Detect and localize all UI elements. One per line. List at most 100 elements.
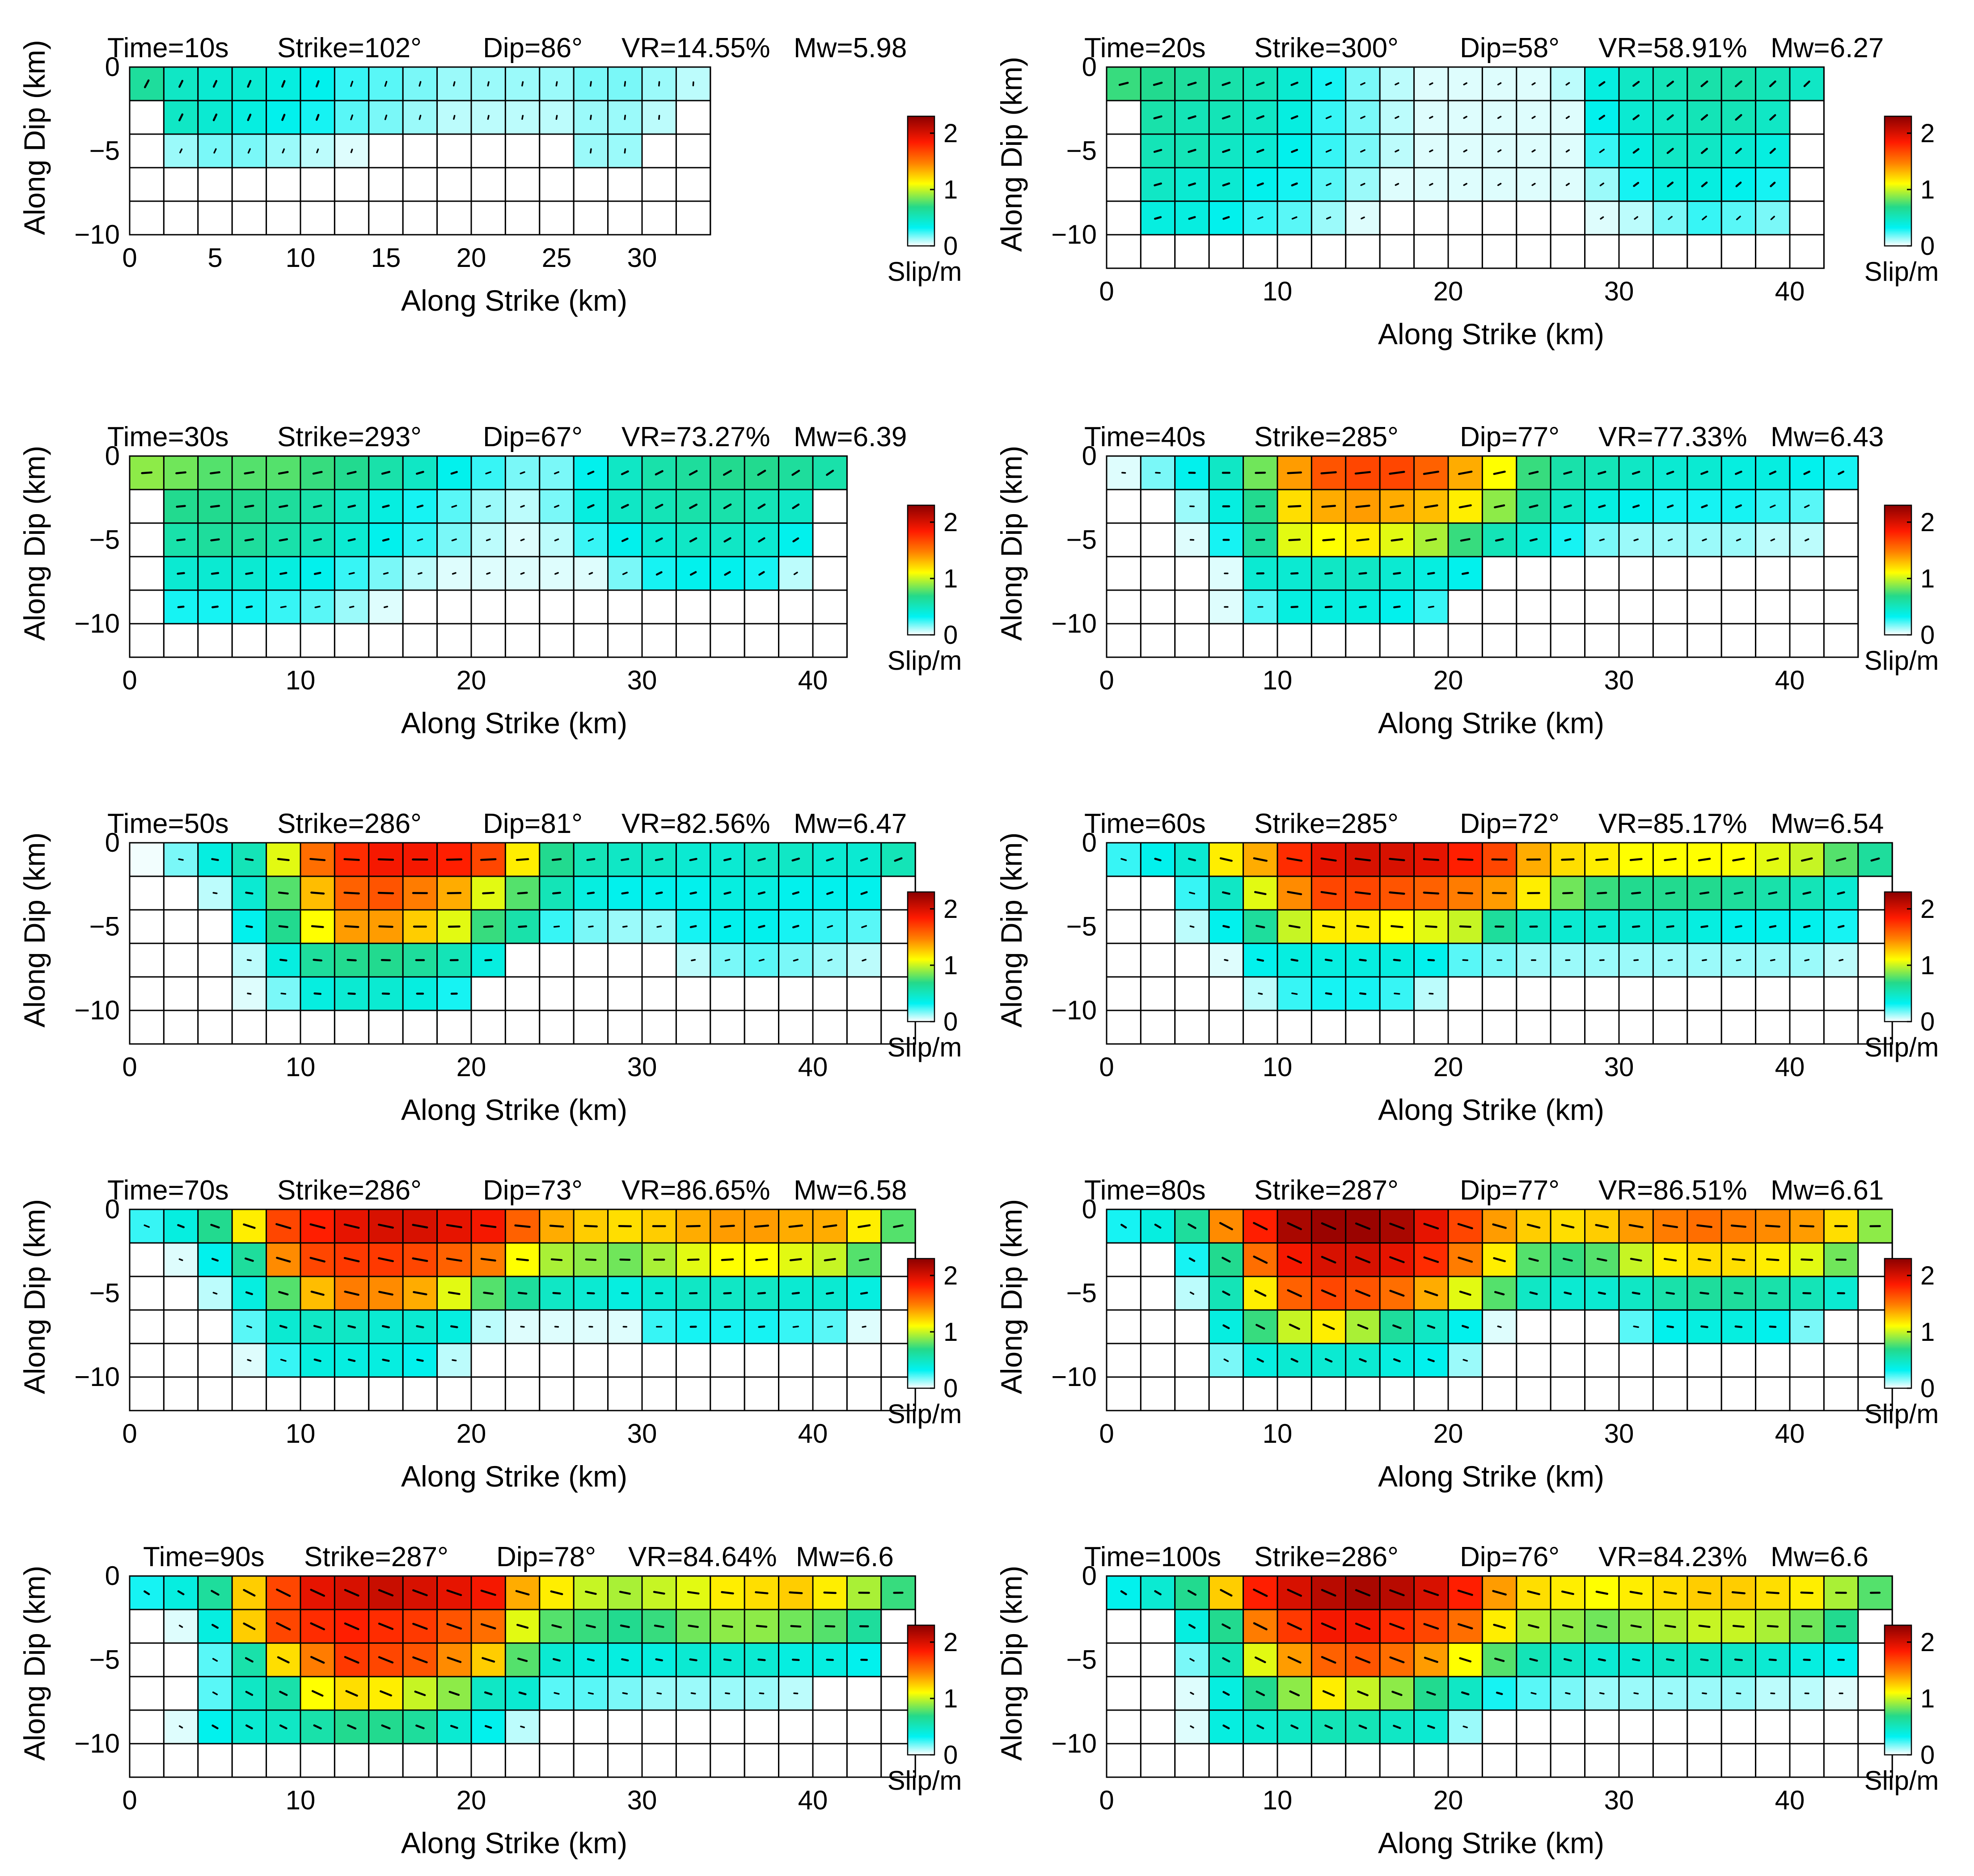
- slip-cell: [1823, 556, 1859, 591]
- slip-cell: [129, 976, 165, 1011]
- slip-cell: [539, 1743, 575, 1778]
- slip-cell: [641, 623, 677, 658]
- slip-vector: [1629, 858, 1643, 861]
- slip-cell: [334, 1743, 370, 1778]
- slip-vector: [758, 925, 765, 929]
- slip-vector: [416, 471, 424, 475]
- slip-vector: [1634, 216, 1638, 220]
- slip-vector: [1598, 81, 1606, 87]
- y-axis-label: Along Dip (km): [18, 1199, 51, 1394]
- slip-vector: [278, 471, 289, 475]
- x-tick-label: 10: [1263, 665, 1293, 695]
- title-time: Time=20s: [1084, 33, 1206, 63]
- slip-vector: [756, 1625, 768, 1628]
- slip-cell: [1106, 200, 1141, 236]
- y-axis-label: Along Dip (km): [995, 446, 1028, 641]
- slip-vector: [378, 1223, 394, 1229]
- slip-cell: [641, 942, 677, 978]
- slip-vector: [1598, 114, 1606, 120]
- slip-vector: [655, 470, 664, 476]
- slip-cell: [402, 1743, 438, 1778]
- slip-vector: [1801, 857, 1813, 862]
- slip-vector: [1188, 216, 1196, 220]
- slip-vector: [1357, 1690, 1369, 1696]
- slip-vector: [722, 1625, 733, 1628]
- slip-vector: [210, 1224, 220, 1229]
- slip-cell: [470, 1010, 506, 1045]
- slip-cell: [1106, 875, 1141, 911]
- slip-vector: [826, 858, 834, 862]
- slip-vector: [313, 1325, 322, 1329]
- slip-cell: [573, 1709, 609, 1745]
- slip-vector: [282, 148, 285, 154]
- slip-cell: [129, 489, 165, 524]
- slip-cell: [1584, 556, 1620, 591]
- slip-vector: [1253, 1255, 1268, 1264]
- slip-vector: [1630, 1624, 1642, 1628]
- slip-cell: [1310, 1376, 1347, 1411]
- slip-vector: [1154, 182, 1162, 186]
- slip-vector: [177, 1590, 185, 1596]
- slip-cell: [1345, 1343, 1381, 1378]
- slip-cell: [573, 623, 609, 658]
- slip-vector: [211, 572, 220, 575]
- slip-cell: [573, 1010, 609, 1045]
- slip-cell: [1550, 976, 1586, 1011]
- slip-vector: [1188, 1624, 1196, 1629]
- slip-vector: [791, 858, 800, 862]
- colorbar: [1884, 1624, 1912, 1756]
- y-tick-label: 0: [1082, 1194, 1097, 1224]
- slip-vector: [555, 81, 558, 87]
- slip-cell: [1720, 1376, 1757, 1411]
- slip-vector: [687, 1258, 700, 1261]
- slip-vector: [1287, 1589, 1302, 1597]
- slip-vector: [178, 858, 184, 861]
- slip-cell: [334, 167, 370, 202]
- slip-vector: [1288, 925, 1301, 929]
- slip-vector: [1287, 1222, 1302, 1230]
- x-axis-label: Along Strike (km): [401, 706, 627, 739]
- slip-cell: [163, 200, 199, 236]
- slip-vector: [1458, 504, 1472, 509]
- slip-vector: [688, 1624, 699, 1628]
- slip-vector: [313, 504, 322, 508]
- y-tick-label: −5: [89, 525, 120, 555]
- slip-cell: [129, 1376, 165, 1411]
- slip-vector: [1733, 1292, 1744, 1295]
- slip-cell: [1481, 623, 1517, 658]
- slip-vector: [757, 891, 766, 895]
- slip-vector: [587, 470, 595, 475]
- slip-cell: [1174, 589, 1210, 625]
- slip-vector: [1189, 1658, 1195, 1662]
- x-tick-label: 30: [627, 1785, 657, 1815]
- slip-vector: [1564, 538, 1572, 542]
- slip-vector: [347, 992, 356, 995]
- slip-cell: [1174, 234, 1210, 269]
- title-time: Time=70s: [107, 1175, 229, 1206]
- slip-vector: [247, 114, 252, 121]
- slip-vector: [860, 857, 868, 862]
- slip-vector: [382, 1358, 390, 1362]
- slip-vector: [212, 1691, 218, 1695]
- slip-vector: [1321, 1656, 1336, 1664]
- slip-vector: [275, 1223, 292, 1230]
- slip-cell: [129, 1709, 165, 1745]
- slip-cell: [1174, 1343, 1210, 1378]
- slip-cell: [1106, 133, 1141, 169]
- slip-cell: [1481, 1376, 1517, 1411]
- title-dip: Dip=77°: [1460, 422, 1560, 452]
- x-tick-label: 20: [1433, 1419, 1463, 1449]
- slip-vector: [1153, 149, 1162, 153]
- slip-panel-1: Time=10s Strike=102° Dip=86° VR=14.55% Mw=5.…: [18, 33, 962, 317]
- y-tick-label: −5: [1066, 912, 1097, 942]
- slip-cell: [1516, 1376, 1551, 1411]
- colorbar-tick-label: 1: [1920, 175, 1935, 204]
- slip-vector: [1222, 1657, 1230, 1663]
- slip-vector: [1389, 1589, 1405, 1597]
- slip-cell: [436, 1743, 472, 1778]
- slip-cell: [1618, 1709, 1654, 1745]
- slip-vector: [244, 1257, 254, 1262]
- slip-vector: [480, 858, 497, 861]
- y-tick-label: 0: [105, 441, 120, 471]
- y-axis-label: Along Dip (km): [18, 832, 51, 1027]
